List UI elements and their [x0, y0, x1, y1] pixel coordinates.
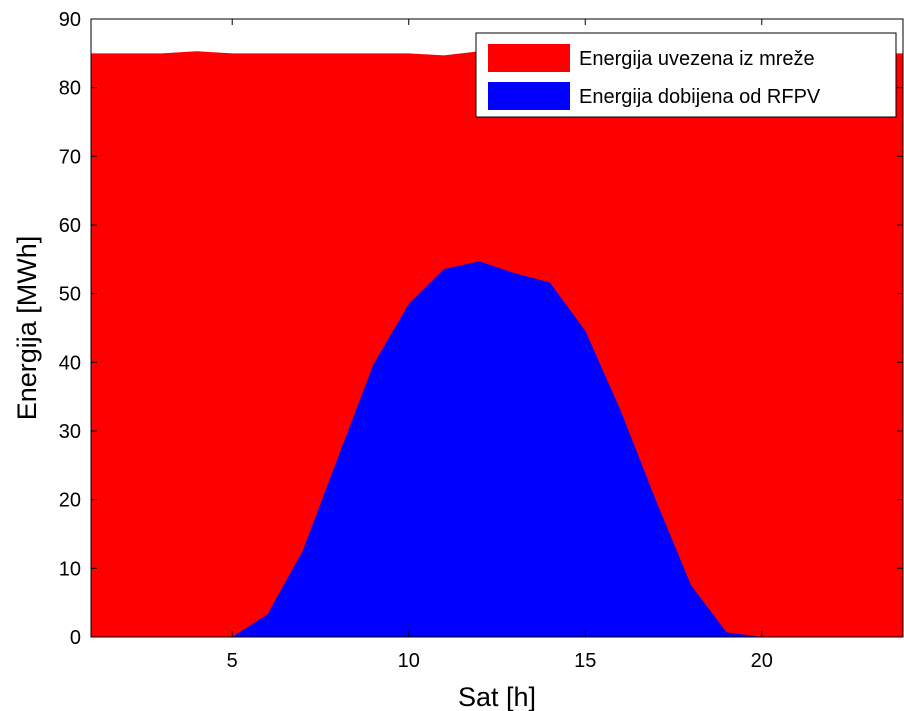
x-tick-label: 20: [751, 650, 773, 672]
y-tick-label: 50: [59, 284, 81, 306]
y-tick-label: 80: [59, 78, 81, 100]
legend-label-rfpv: Energija dobijena od RFPV: [579, 86, 821, 108]
y-axis-label: Energija [MWh]: [12, 236, 42, 421]
y-tick-label: 40: [59, 352, 81, 374]
y-tick-label: 70: [59, 146, 81, 168]
x-axis-label: Sat [h]: [458, 682, 536, 711]
y-tick-label: 60: [59, 215, 81, 237]
x-tick-label: 15: [574, 650, 596, 672]
legend: Energija uvezena iz mreže Energija dobij…: [475, 32, 897, 118]
legend-swatch-rfpv: [488, 82, 570, 110]
area-series-1: [91, 261, 903, 637]
y-tick-label: 10: [59, 558, 81, 580]
legend-label-grid-import: Energija uvezena iz mreže: [579, 48, 815, 70]
legend-swatch-grid-import: [488, 44, 570, 72]
plot-areas: [91, 51, 903, 637]
x-tick-label: 10: [398, 650, 420, 672]
y-tick-label: 0: [70, 627, 81, 649]
x-tick-label: 5: [227, 650, 238, 672]
y-tick-label: 30: [59, 421, 81, 443]
y-tick-label: 90: [59, 9, 81, 31]
plot-frame: [90, 18, 904, 638]
y-tick-label: 20: [59, 490, 81, 512]
y-axis-ticks: 0 10 20 30 40 50 60 70 80 90: [59, 9, 903, 649]
x-axis-ticks: 5 10 15 20: [227, 19, 773, 672]
